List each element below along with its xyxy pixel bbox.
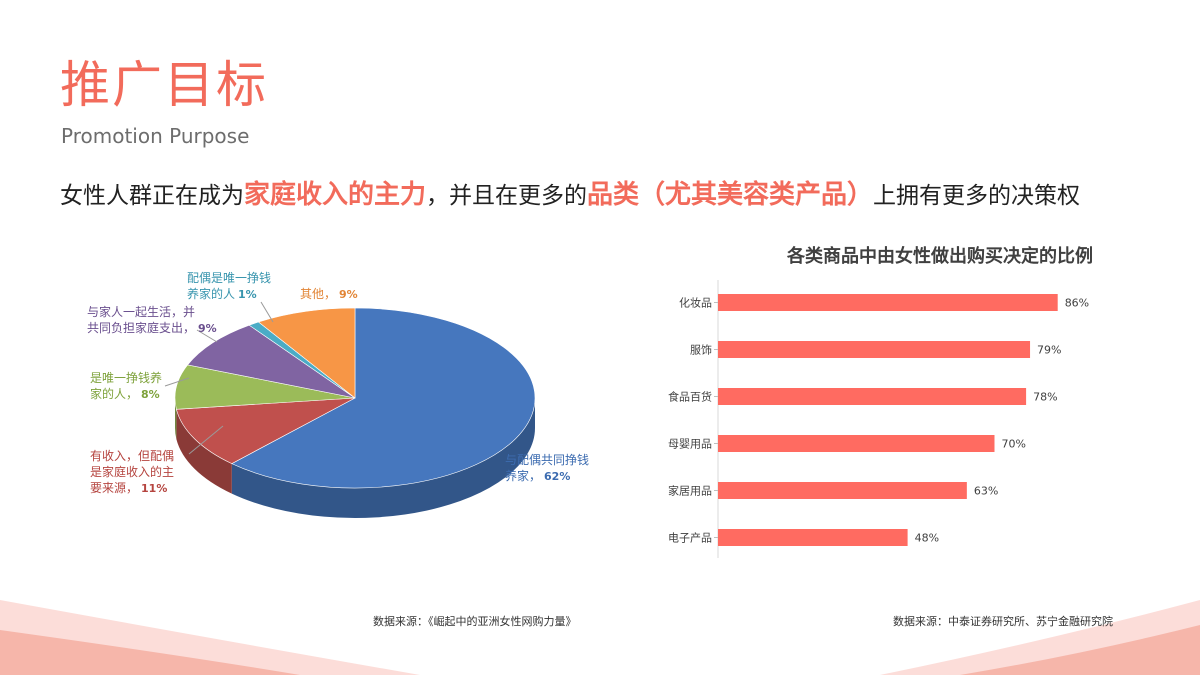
bar-1 bbox=[718, 341, 1031, 358]
bar-category-label-4: 家居用品 bbox=[668, 484, 712, 498]
bar-category-label-1: 服饰 bbox=[690, 343, 712, 357]
bar-3 bbox=[718, 435, 995, 452]
pie-slice-2 bbox=[174, 364, 356, 410]
headline-highlight-1: 家庭收入的主力 bbox=[244, 180, 427, 210]
headline-part-2: ，并且在更多的 bbox=[426, 183, 588, 209]
bar-category-label-3: 母婴用品 bbox=[668, 438, 712, 451]
pie-slice-5 bbox=[257, 307, 356, 399]
pie-leader-line-4 bbox=[260, 301, 274, 323]
bar-chart: 化妆品 86% 服饰 79% 食品百货 78% 母婴用品 70% 家居用品 63% 电子产品 48% bbox=[668, 280, 1089, 558]
bar-value-label-3: 70% bbox=[1002, 438, 1026, 451]
headline-part-3: 上拥有更多的决策权 bbox=[873, 183, 1081, 209]
bar-4 bbox=[718, 482, 967, 499]
bar-5 bbox=[718, 529, 908, 546]
source-right: 数据来源：中泰证券研究所、苏宁金融研究院 bbox=[893, 615, 1113, 628]
bar-0 bbox=[718, 294, 1058, 311]
pie-slice-0 bbox=[231, 307, 536, 489]
bar-category-label-2: 食品百货 bbox=[668, 390, 712, 404]
pie-chart-panel: 与配偶共同挣钱养家， 62% 有收入，但配偶是家庭收入的主要来源， 11% 是唯一挣钱养… bbox=[85, 258, 605, 540]
bar-value-label-2: 78% bbox=[1033, 391, 1057, 404]
bar-value-label-1: 79% bbox=[1037, 344, 1061, 357]
pie-slice-label-4: 配偶是唯一挣钱养家的人 1% bbox=[187, 270, 271, 301]
pie-leader-line-1 bbox=[188, 425, 224, 455]
pie-slice-value-1: 11% bbox=[141, 482, 167, 495]
bar-category-label-5: 电子产品 bbox=[668, 531, 712, 545]
source-left: 数据来源：《崛起中的亚洲女性网购力量》 bbox=[373, 615, 577, 628]
pie-slice-side-0 bbox=[231, 398, 535, 518]
page-title: 推广目标 bbox=[60, 56, 268, 114]
pie-leader-line-3 bbox=[196, 329, 218, 343]
bar-value-label-0: 86% bbox=[1065, 297, 1089, 310]
bar-chart-title: 各类商品中由女性做出购买决定的比例 bbox=[787, 246, 1093, 267]
pie-slice-label-3: 与家人一起生活，并共同负担家庭支出， 9% bbox=[87, 304, 217, 335]
pie-slice-label-2: 是唯一挣钱养家的人， 8% bbox=[90, 370, 162, 401]
pie-slice-value-2: 8% bbox=[141, 388, 160, 401]
bar-value-label-4: 63% bbox=[974, 485, 998, 498]
pie-slice-label-0: 与配偶共同挣钱养家， 62% bbox=[505, 452, 589, 483]
pie-leader-line-2 bbox=[164, 377, 190, 387]
pie-slice-value-0: 62% bbox=[544, 470, 570, 483]
pie-slice-side-1 bbox=[176, 409, 232, 494]
pie-slice-value-5: 9% bbox=[339, 288, 358, 301]
pie-chart: 与配偶共同挣钱养家， 62% 有收入，但配偶是家庭收入的主要来源， 11% 是唯一挣钱养… bbox=[87, 270, 589, 518]
headline: 女性人群正在成为家庭收入的主力，并且在更多的品类（尤其美容类产品）上拥有更多的决… bbox=[60, 174, 1080, 211]
pie-slice-value-3: 9% bbox=[198, 322, 217, 335]
pie-slice-label-5: 其他， 9% bbox=[300, 287, 358, 301]
page-subtitle: Promotion Purpose bbox=[61, 124, 250, 148]
pie-slice-label-1: 有收入，但配偶是家庭收入的主要来源， 11% bbox=[90, 449, 174, 495]
bar-2 bbox=[718, 388, 1027, 405]
headline-part-1: 女性人群正在成为 bbox=[60, 183, 244, 209]
bar-value-label-5: 48% bbox=[915, 532, 939, 545]
headline-highlight-2: 品类（尤其美容类产品） bbox=[587, 180, 874, 210]
pie-slice-1 bbox=[176, 397, 356, 464]
bar-category-label-0: 化妆品 bbox=[679, 296, 712, 310]
pie-slice-3 bbox=[187, 324, 356, 399]
pie-slice-value-4: 1% bbox=[238, 288, 257, 301]
